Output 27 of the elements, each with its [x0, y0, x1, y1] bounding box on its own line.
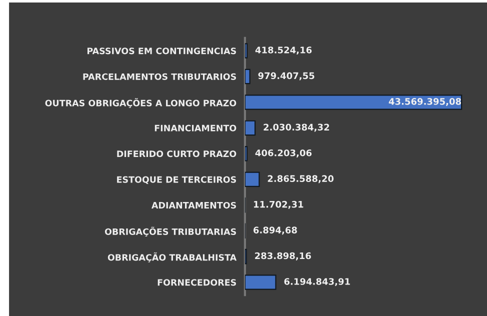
y-tick-label: PARCELAMENTOS TRIBUTARIOS — [83, 73, 236, 80]
y-tick-label: ESTOQUE DE TERCEIROS — [117, 176, 236, 184]
bar — [244, 68, 250, 84]
bar — [244, 274, 276, 290]
data-label: 979.407,55 — [258, 72, 314, 80]
bar — [244, 120, 256, 136]
bar — [244, 146, 248, 162]
data-label: 2.030.384,32 — [264, 124, 330, 132]
y-tick-label: PASSIVOS EM CONTINGENCIAS — [87, 48, 236, 54]
y-tick-label: OBRIGAÇÕES TRIBUTARIAS — [104, 226, 236, 237]
data-label: 283.898,16 — [255, 252, 311, 260]
y-tick-label: OBRIGAÇÃO TRABALHISTA — [108, 252, 237, 262]
data-label: 418.524,16 — [255, 46, 312, 55]
y-tick-label: FORNECEDORES — [158, 279, 236, 286]
y-tick-label: ADIANTAMENTOS — [152, 202, 236, 209]
bar — [244, 172, 260, 188]
data-label: 406.203,06 — [255, 149, 312, 158]
data-label: 6.894,68 — [254, 226, 297, 235]
data-label: 6.194.843,91 — [284, 278, 350, 286]
data-label: 43.569.395,08 — [388, 98, 462, 106]
y-tick-label: DIFERIDO CURTO PRAZO — [117, 150, 236, 158]
bar — [244, 43, 248, 58]
y-tick-label: FINANCIAMENTO — [154, 124, 236, 132]
y-tick-label: OUTRAS OBRIGAÇÕES A LONGO PRAZO — [45, 98, 236, 108]
bar — [244, 94, 462, 110]
data-label: 11.702,31 — [254, 200, 304, 209]
data-label: 2.865.588,20 — [268, 175, 334, 184]
